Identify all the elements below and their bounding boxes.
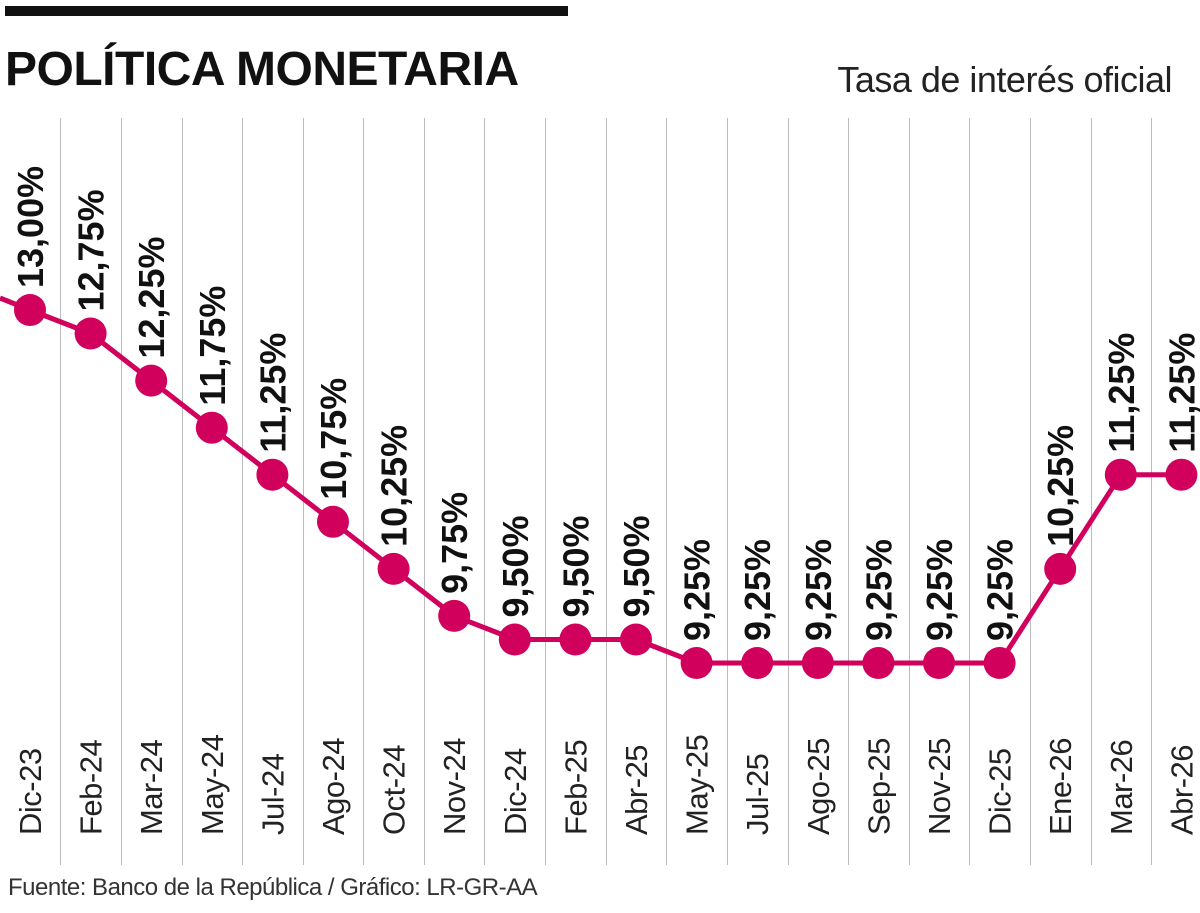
x-tick-label: Mar-24 (134, 740, 169, 835)
x-tick-label: Oct-24 (377, 745, 412, 835)
x-tick-label: Mar-26 (1104, 740, 1139, 835)
x-tick-label: Nov-24 (437, 738, 472, 835)
value-label: 13,00% (10, 166, 51, 288)
value-label: 10,25% (1040, 425, 1081, 547)
data-point (680, 647, 713, 679)
value-label: 10,75% (313, 378, 354, 500)
data-point (256, 458, 289, 491)
x-tick-labels: Dic-23 Feb-24 Mar-24 May-24 Jul-24 Ago-24 Oct-… (13, 734, 1199, 835)
value-label: 10,25% (374, 425, 415, 547)
value-label: 11,25% (252, 333, 293, 453)
data-point (559, 623, 592, 656)
x-tick-label: Feb-25 (558, 740, 593, 835)
data-point (741, 647, 774, 679)
chart-subtitle: Tasa de interés oficial (837, 59, 1172, 100)
value-label: 9,25% (677, 539, 718, 641)
value-label: 9,25% (980, 539, 1021, 641)
value-label: 11,75% (192, 286, 233, 406)
value-label: 9,50% (555, 515, 596, 617)
data-point (801, 647, 834, 679)
value-label: 9,75% (434, 492, 475, 594)
value-label: 12,25% (131, 236, 172, 358)
x-tick-label: May-24 (195, 734, 230, 835)
x-tick-label: Dic-23 (13, 748, 48, 835)
x-tick-label: Dic-24 (498, 748, 533, 835)
value-label: 9,25% (919, 539, 960, 641)
value-label: 11,25% (1101, 333, 1142, 453)
data-point (923, 647, 955, 679)
value-label: 9,50% (616, 515, 657, 617)
x-tick-label: Sep-25 (861, 738, 896, 835)
data-point (498, 623, 531, 656)
data-point (14, 294, 46, 326)
x-tick-label: Abr-25 (619, 745, 654, 835)
data-point (317, 505, 349, 538)
x-tick-label: Ago-24 (316, 738, 351, 835)
value-label: 9,50% (495, 515, 536, 617)
vertical-gridlines (60, 118, 1152, 865)
data-point (74, 317, 107, 350)
data-point (377, 552, 410, 585)
value-label: 9,25% (798, 539, 839, 641)
x-tick-label: Nov-25 (922, 738, 957, 835)
data-point (1104, 458, 1137, 491)
value-labels: 13,00% 12,75% 12,25% 11,75% 11,25% 10,75% 10,2… (10, 166, 1200, 641)
data-point (195, 411, 228, 444)
data-point (135, 364, 168, 397)
data-point (1044, 552, 1077, 585)
data-point (438, 599, 471, 632)
x-tick-label: Feb-24 (74, 740, 109, 835)
data-point (1165, 458, 1198, 491)
x-tick-label: Ene-26 (1043, 738, 1078, 835)
data-points (14, 294, 1198, 679)
value-label: 9,25% (737, 539, 778, 641)
x-tick-label: Jul-25 (740, 754, 775, 835)
value-label: 12,75% (71, 189, 112, 311)
x-tick-label: Jul-24 (255, 753, 290, 835)
title-rule (5, 6, 568, 16)
x-tick-label: Ago-25 (801, 738, 836, 835)
source-note: Fuente: Banco de la República / Gráfico:… (8, 874, 538, 901)
x-tick-label: Abr-26 (1164, 745, 1199, 835)
value-label: 9,25% (858, 539, 899, 641)
x-tick-label: May-25 (680, 735, 715, 835)
chart-title: POLÍTICA MONETARIA (5, 43, 519, 96)
data-point (620, 623, 652, 656)
value-label: 11,25% (1161, 333, 1200, 453)
data-point (983, 647, 1016, 679)
data-point (862, 647, 895, 679)
x-tick-label: Dic-25 (983, 748, 1018, 835)
